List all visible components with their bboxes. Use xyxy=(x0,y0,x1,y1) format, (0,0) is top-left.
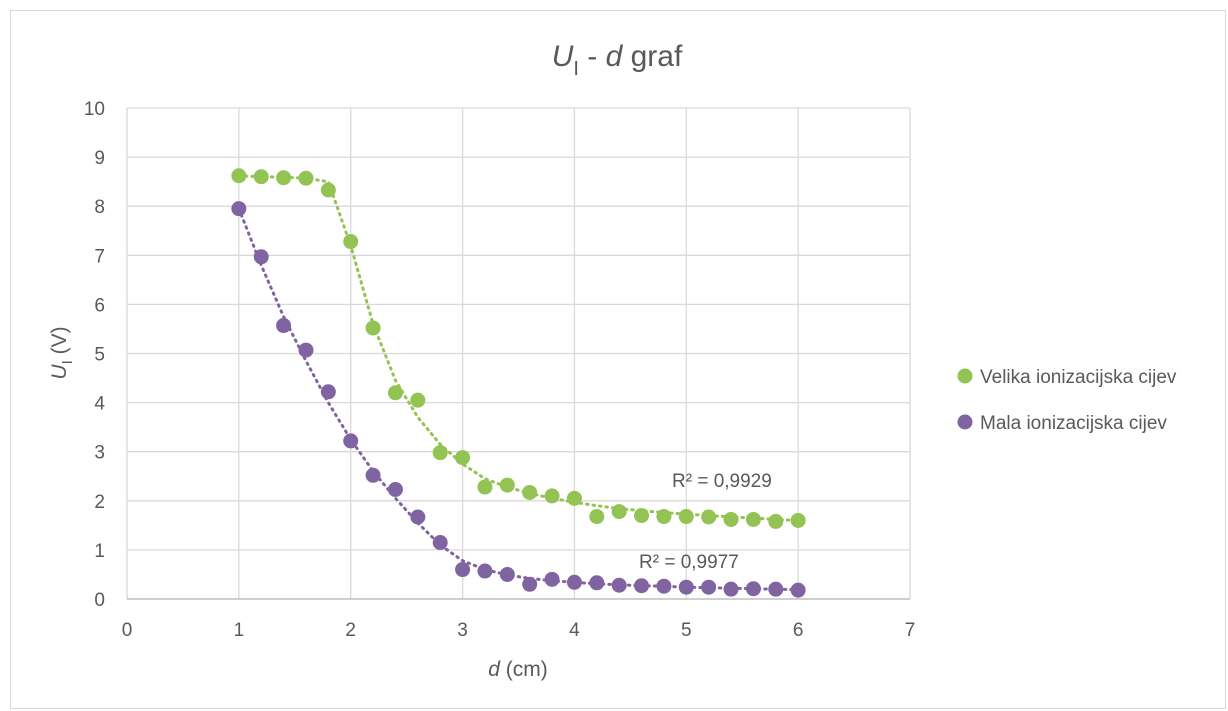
series-1-point xyxy=(455,450,471,466)
series-1-point xyxy=(231,168,247,184)
x-axis-title: d (cm) xyxy=(488,658,548,681)
series-2-point xyxy=(768,581,784,597)
series-1-point xyxy=(566,490,582,506)
y-tick-label: 8 xyxy=(94,197,105,218)
series-2-point xyxy=(455,562,471,578)
chart-title: UI - d graf xyxy=(552,40,683,80)
series-2-point xyxy=(723,581,739,597)
x-tick-label: 0 xyxy=(122,620,133,641)
series-2-point xyxy=(276,318,292,334)
legend-label: Velika ionizacijska cijev xyxy=(980,367,1177,388)
series-2-point xyxy=(365,467,381,483)
y-tick-label: 6 xyxy=(94,295,105,316)
y-tick-label: 9 xyxy=(94,148,105,169)
series-1-point xyxy=(678,509,694,525)
x-tick-label: 1 xyxy=(234,620,245,641)
series-2-point xyxy=(634,578,650,594)
x-tick-label: 2 xyxy=(345,620,356,641)
series-1-point xyxy=(432,445,448,461)
trendlines: R² = 0,9929 R² = 0,9977 xyxy=(237,174,800,592)
chart-border xyxy=(10,10,1226,709)
x-tick-label: 6 xyxy=(793,620,804,641)
series-2-point xyxy=(477,563,493,579)
series-1-point xyxy=(723,511,739,527)
legend-label: Mala ionizacijska cijev xyxy=(980,413,1167,434)
series-1-point xyxy=(253,169,269,185)
legend: Velika ionizacijska cijev Mala ionizacijs… xyxy=(957,367,1177,434)
series-1-point xyxy=(343,234,359,250)
series-2-point xyxy=(387,482,403,498)
y-tick-label: 2 xyxy=(94,492,105,513)
y-tick-label: 5 xyxy=(94,345,105,366)
legend-marker xyxy=(957,368,973,384)
series-2-point xyxy=(432,535,448,551)
series-1-point xyxy=(745,511,761,527)
series-2-point xyxy=(343,433,359,449)
series-2-point xyxy=(566,574,582,590)
series-1-point xyxy=(276,170,292,186)
series-2-point xyxy=(298,342,314,358)
y-tick-label: 7 xyxy=(94,246,105,267)
y-tick-label: 0 xyxy=(94,590,105,611)
series-2-point xyxy=(678,579,694,595)
series-1-point xyxy=(410,392,426,408)
r-squared-label: R² = 0,9929 xyxy=(672,471,772,492)
series-1-point xyxy=(387,385,403,401)
axes: 0 1 2 3 4 5 6 7 8 9 10 0 1 2 3 4 5 6 7 xyxy=(84,99,915,641)
series-2-point xyxy=(544,571,560,587)
x-tick-label: 3 xyxy=(457,620,468,641)
series-2-point xyxy=(522,576,538,592)
series-1-point xyxy=(365,320,381,336)
y-tick-label: 10 xyxy=(84,99,105,120)
series-1-point xyxy=(522,484,538,500)
data-points xyxy=(231,168,806,598)
series-2-point xyxy=(320,384,336,400)
y-tick-label: 4 xyxy=(94,394,105,415)
r-squared-label: R² = 0,9977 xyxy=(639,552,739,573)
y-tick-label: 1 xyxy=(94,541,105,562)
y-tick-label: 3 xyxy=(94,443,105,464)
legend-marker xyxy=(957,414,973,430)
series-1-point xyxy=(790,512,806,528)
series-2-point xyxy=(656,578,672,594)
series-1-point xyxy=(499,477,515,493)
labels: UI - d graf d (cm) UI (V) xyxy=(48,40,683,681)
series-2-point xyxy=(410,509,426,525)
series-2-point xyxy=(701,579,717,595)
x-tick-label: 5 xyxy=(681,620,692,641)
series-2-point xyxy=(589,575,605,591)
series-1-point xyxy=(589,509,605,525)
series-2-point xyxy=(253,249,269,265)
series-2-point xyxy=(790,582,806,598)
series-2-point xyxy=(231,201,247,217)
x-tick-label: 7 xyxy=(905,620,916,641)
series-1-point xyxy=(611,504,627,520)
series-1-point xyxy=(298,170,314,186)
series-1-point xyxy=(544,488,560,504)
grid xyxy=(126,107,911,599)
series-1-point xyxy=(477,479,493,495)
trendline-2 xyxy=(237,207,800,592)
trendline-1 xyxy=(237,174,800,522)
series-1-point xyxy=(320,182,336,198)
series-2-point xyxy=(499,566,515,582)
series-2-point xyxy=(745,581,761,597)
series-1-point xyxy=(634,508,650,524)
series-2-point xyxy=(611,577,627,593)
y-axis-title: UI (V) xyxy=(48,326,76,379)
series-1-point xyxy=(768,513,784,529)
series-1-point xyxy=(656,509,672,525)
x-tick-label: 4 xyxy=(569,620,580,641)
series-1-point xyxy=(701,509,717,525)
